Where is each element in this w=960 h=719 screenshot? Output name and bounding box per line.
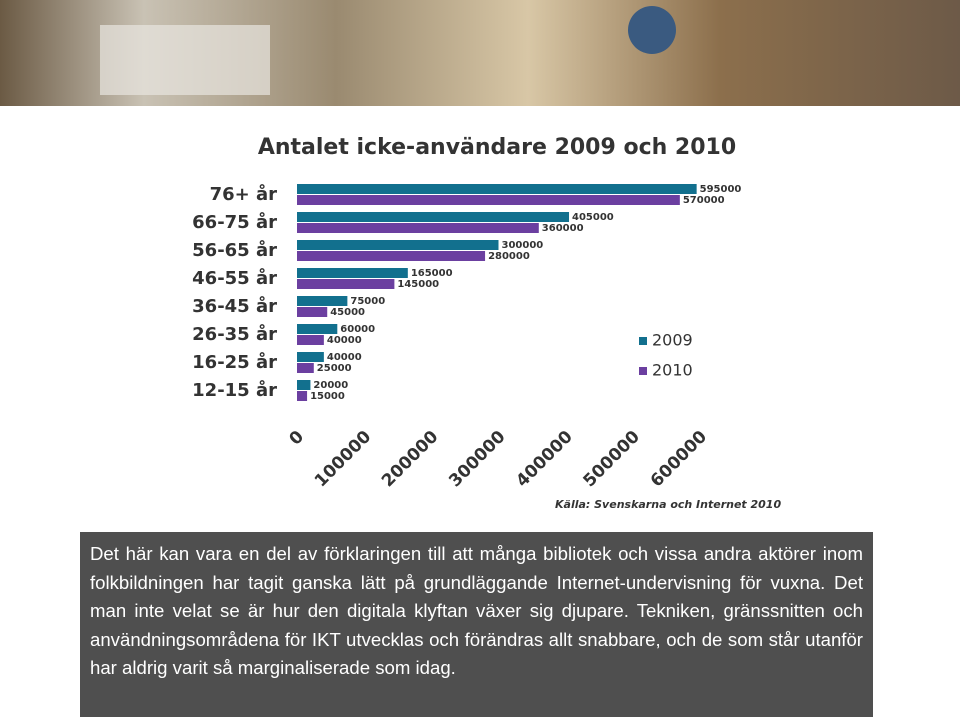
source-note: Källa: Svenskarna och Internet 2010: [555, 498, 781, 511]
bar: [297, 223, 539, 233]
y-tick-label: 36-45 år: [192, 295, 277, 317]
bar: [297, 324, 338, 334]
caption-box: Det här kan vara en del av förklaringen …: [80, 532, 873, 717]
data-label: 60000: [340, 324, 375, 335]
bar: [297, 195, 680, 205]
y-tick-label: 76+ år: [210, 183, 278, 205]
bar: [297, 184, 697, 194]
x-tick-label: 400000: [512, 427, 576, 491]
legend-label: 2010: [652, 361, 693, 380]
data-label: 570000: [683, 195, 725, 206]
bar: [297, 268, 408, 278]
y-tick-label: 26-35 år: [192, 323, 277, 345]
legend-swatch: [639, 337, 647, 345]
header-building: [100, 25, 270, 95]
legend-label: 2009: [652, 331, 693, 350]
data-label: 595000: [700, 184, 742, 195]
data-label: 25000: [317, 363, 352, 374]
data-label: 280000: [488, 251, 530, 262]
bar: [297, 380, 311, 390]
bar: [297, 279, 395, 289]
legend-swatch: [639, 367, 647, 375]
data-label: 145000: [397, 279, 439, 290]
bar: [297, 307, 328, 317]
x-tick-label: 600000: [647, 427, 711, 491]
bar: [297, 212, 570, 222]
x-tick-label: 0: [286, 427, 309, 450]
bar: [297, 363, 314, 373]
y-tick-label: 12-15 år: [192, 379, 277, 401]
data-label: 40000: [327, 352, 362, 363]
x-tick-label: 500000: [580, 427, 644, 491]
header-globe: [628, 6, 676, 54]
y-tick-label: 46-55 år: [192, 267, 277, 289]
bar: [297, 352, 324, 362]
data-label: 20000: [313, 380, 348, 391]
x-tick-label: 100000: [311, 427, 375, 491]
data-label: 45000: [330, 307, 365, 318]
data-label: 360000: [542, 223, 584, 234]
data-label: 300000: [502, 240, 544, 251]
y-tick-label: 56-65 år: [192, 239, 277, 261]
x-tick-label: 200000: [378, 427, 442, 491]
data-label: 165000: [411, 268, 453, 279]
x-tick-label: 300000: [445, 427, 509, 491]
y-tick-label: 16-25 år: [192, 351, 277, 373]
bar: [297, 251, 486, 261]
chart-title: Antalet icke-användare 2009 och 2010: [258, 135, 736, 160]
bar: [297, 240, 499, 250]
y-tick-label: 66-75 år: [192, 211, 277, 233]
data-label: 15000: [310, 391, 345, 402]
slide: Antalet icke-användare 2009 och 2010 Käl…: [0, 0, 960, 511]
bar: [297, 335, 324, 345]
data-label: 40000: [327, 335, 362, 346]
data-label: 405000: [572, 212, 614, 223]
bar: [297, 296, 348, 306]
bar: [297, 391, 308, 401]
data-label: 75000: [350, 296, 385, 307]
